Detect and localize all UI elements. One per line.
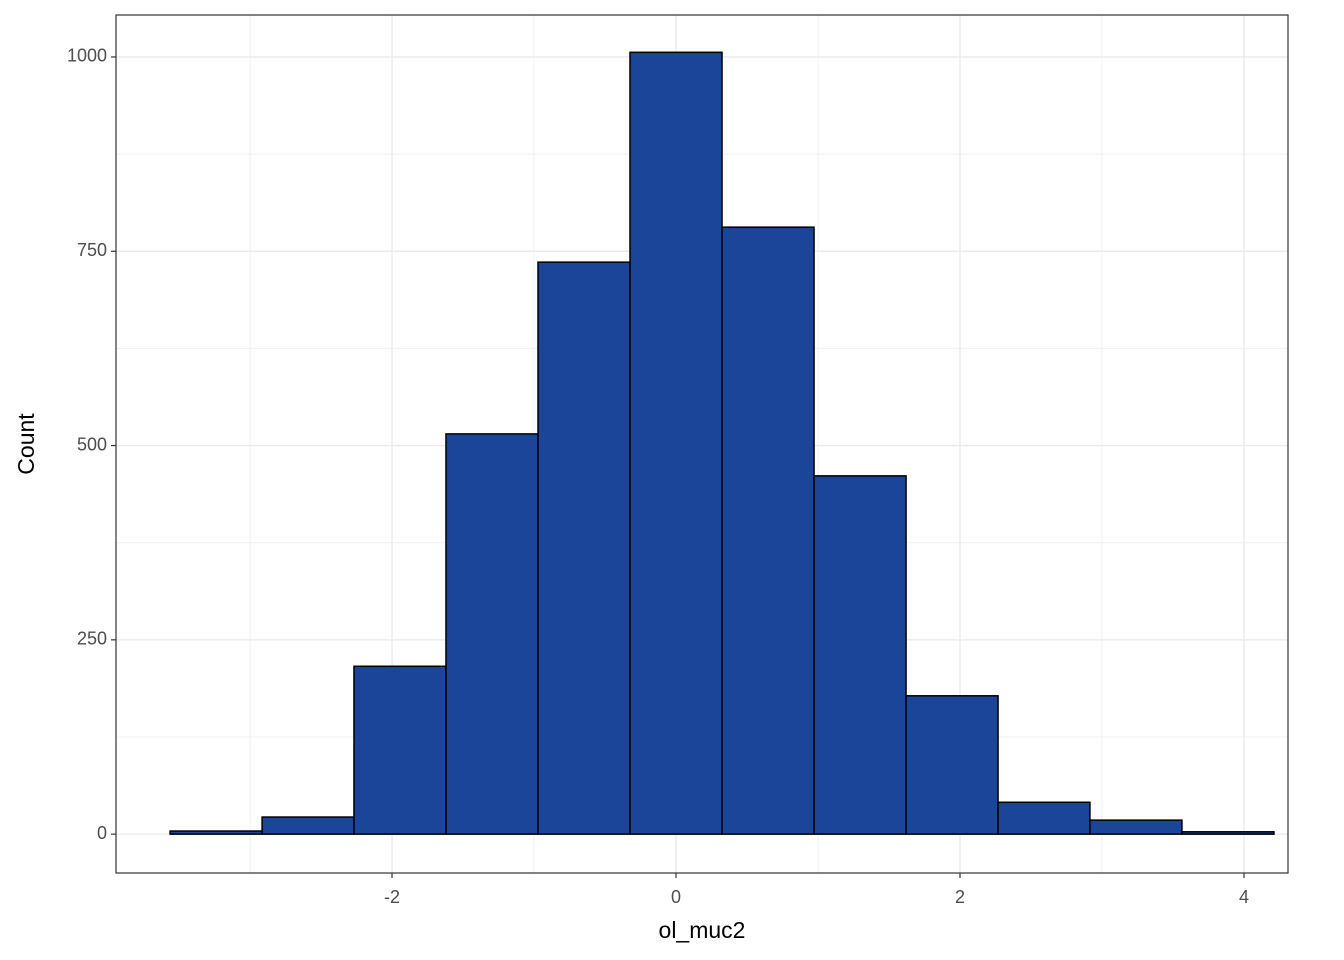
y-tick-label: 750 (77, 240, 107, 260)
bar (629, 51, 723, 835)
y-tick-label: 1000 (67, 46, 107, 66)
bar (1181, 831, 1275, 835)
y-tick-label: 500 (77, 434, 107, 454)
y-axis-title: Count (13, 413, 39, 475)
bar (813, 475, 907, 835)
bar (721, 226, 815, 835)
x-tick-label: -2 (384, 887, 400, 907)
x-axis-title: ol_muc2 (659, 917, 746, 943)
bar (169, 830, 263, 835)
bar (445, 433, 539, 835)
bar (997, 801, 1091, 835)
y-tick-label: 250 (77, 629, 107, 649)
bar (1089, 819, 1183, 835)
x-tick-label: 0 (671, 887, 681, 907)
bar (537, 261, 631, 835)
bar (353, 665, 447, 835)
bar (261, 816, 355, 835)
x-tick-label: 2 (955, 887, 965, 907)
y-tick-label: 0 (97, 823, 107, 843)
bar (905, 695, 999, 835)
panel-border (115, 14, 1289, 874)
x-tick-label: 4 (1239, 887, 1249, 907)
